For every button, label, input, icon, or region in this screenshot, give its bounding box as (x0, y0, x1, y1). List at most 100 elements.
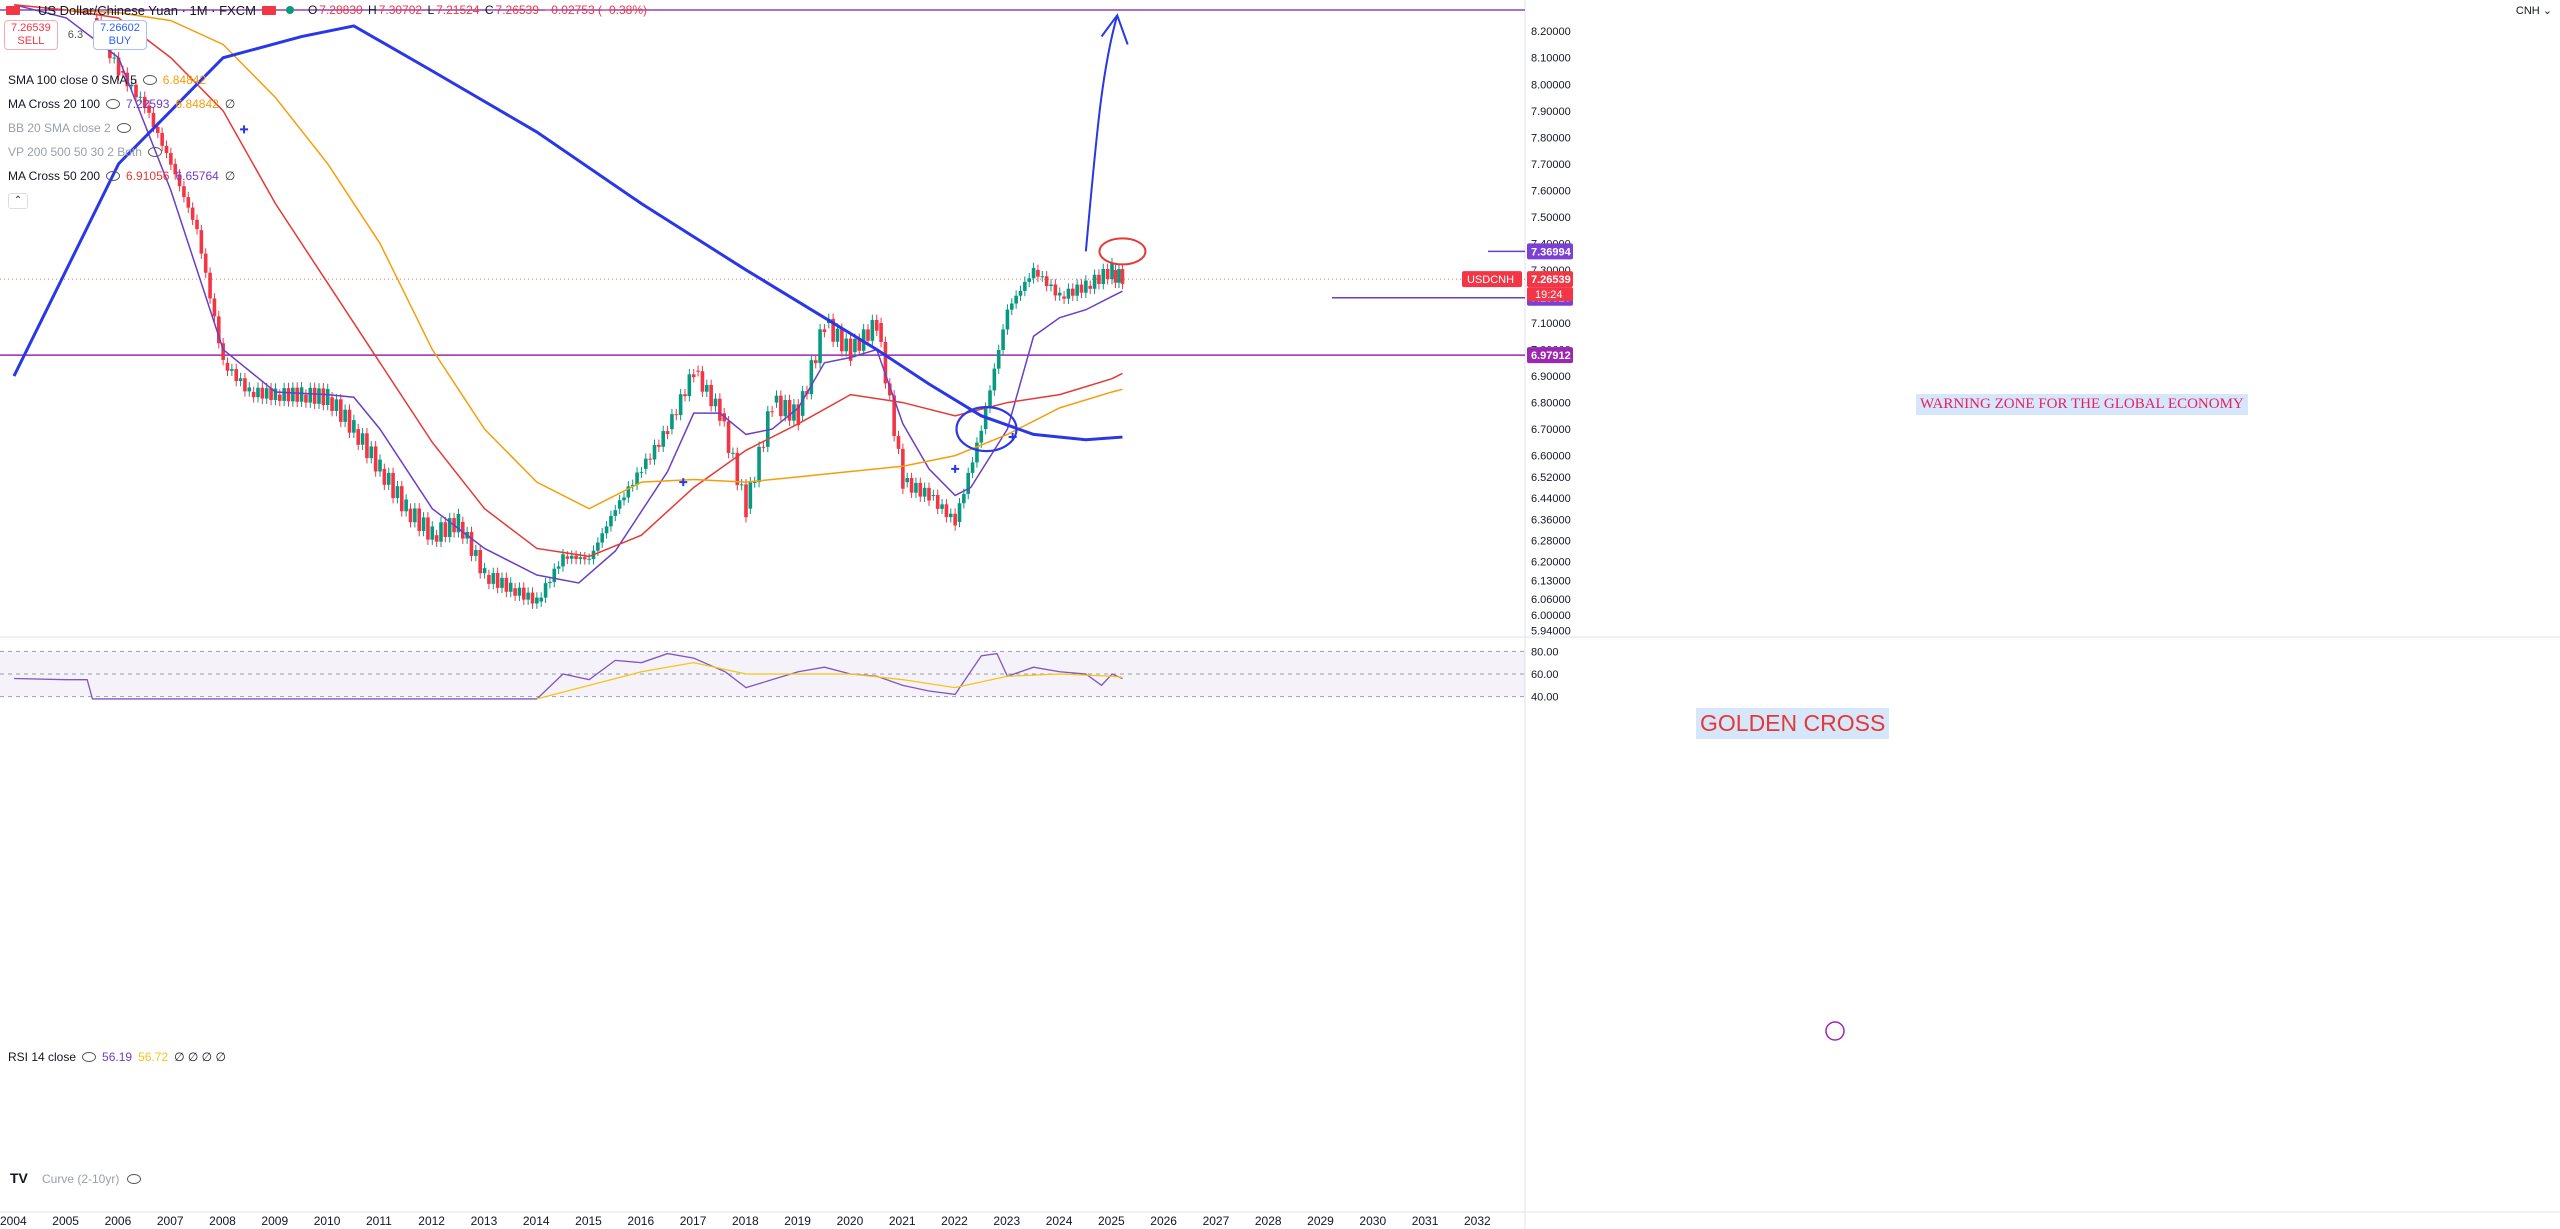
candle-body (709, 384, 713, 407)
time-tick-label: 2015 (575, 1214, 602, 1228)
candle-body (347, 409, 352, 433)
time-tick-label: 2016 (627, 1214, 654, 1228)
time-tick-label: 2012 (418, 1214, 445, 1228)
candle-body (195, 219, 199, 230)
ma-line-ma-20 (13, 3, 1123, 584)
candle-body (164, 145, 169, 153)
candle-body (787, 399, 792, 421)
time-tick-label: 2014 (523, 1214, 550, 1228)
candle-body (962, 493, 966, 504)
candle-body (731, 452, 735, 454)
price-tick-label: 6.28000 (1531, 536, 1571, 548)
candle-body (813, 360, 818, 364)
market-status-icon (285, 6, 294, 14)
candle-body (1117, 269, 1121, 283)
time-tick-label: 2013 (471, 1214, 498, 1228)
price-label-text: 7.26539 (1531, 274, 1571, 286)
warning-zone-annotation[interactable]: WARNING ZONE FOR THE GLOBAL ECONOMY (1916, 394, 2248, 415)
time-tick-label: 2004 (0, 1214, 27, 1228)
eye-icon[interactable] (116, 123, 131, 133)
candle-body (901, 448, 905, 489)
eye-icon[interactable] (82, 1052, 97, 1062)
price-label-text: 6.97912 (1531, 350, 1571, 362)
candle-body (683, 394, 687, 397)
candle-body (212, 298, 217, 317)
symbol-title[interactable]: US Dollar/Chinese Yuan · 1M · FXCM (38, 2, 256, 18)
replay-icon[interactable] (1825, 1021, 1845, 1041)
countdown-tag (1527, 287, 1573, 302)
collapse-legend-button[interactable]: ⌃ (8, 193, 28, 209)
legend-row[interactable]: MA Cross 20 100 7.22593 6.84842 ∅ (8, 97, 241, 111)
candle-body (421, 517, 426, 531)
candle-body (317, 388, 321, 404)
legend-row[interactable]: SMA 100 close 0 SMA 5 6.84842 (8, 73, 212, 87)
candle-body (430, 526, 435, 540)
eye-icon[interactable] (106, 171, 121, 181)
time-tick-label: 2029 (1307, 1214, 1334, 1228)
candle-body (325, 388, 330, 405)
currency-selector[interactable]: CNH ⌄ (2515, 5, 2552, 17)
candle-body (256, 387, 260, 398)
price-tick-label: 7.50000 (1531, 212, 1571, 224)
price-tick-label: 7.70000 (1531, 159, 1571, 171)
eye-icon[interactable] (127, 1174, 142, 1184)
sell-button[interactable]: 7.26539 SELL (4, 20, 58, 50)
price-tick-label: 7.80000 (1531, 132, 1571, 144)
candle-body (382, 468, 387, 485)
candle-body (439, 522, 443, 542)
candle-body (600, 533, 605, 543)
candle-body (953, 513, 957, 526)
candle-body (604, 526, 609, 534)
price-tick-label: 6.06000 (1531, 594, 1571, 606)
drawn-arrow-up (1084, 13, 1129, 252)
candle-body (561, 554, 565, 567)
candle-body (273, 388, 278, 400)
candle-body (391, 472, 395, 499)
legend-row[interactable]: BB 20 SMA close 2 (8, 121, 137, 135)
candle-body (770, 411, 774, 413)
eye-icon[interactable] (106, 99, 121, 109)
ticker-text: USDCNH (1467, 274, 1514, 286)
cn-flag-icon (261, 5, 276, 15)
eye-icon[interactable] (142, 75, 157, 85)
legend-row[interactable]: VP 200 500 50 30 2 Both (8, 145, 168, 159)
candle-body (129, 84, 134, 87)
candle-body (935, 494, 940, 509)
eye-icon[interactable] (147, 147, 162, 157)
time-tick-label: 2024 (1046, 1214, 1073, 1228)
buy-button[interactable]: 7.26602 BUY (93, 20, 147, 50)
candle-body (569, 555, 574, 559)
legend-name: MA Cross 50 200 (8, 169, 101, 183)
price-tick-label: 6.00000 (1531, 610, 1571, 622)
candle-body (665, 431, 670, 435)
candle-body (905, 478, 910, 483)
drawn-circle-blue (955, 406, 1018, 453)
legend-row[interactable]: MA Cross 50 200 6.91056 6.65764 ∅ (8, 169, 241, 183)
candle-body (643, 458, 648, 469)
candle-body (909, 478, 914, 493)
candle-body (1101, 268, 1106, 284)
candle-body (526, 592, 530, 600)
golden-cross-annotation[interactable]: GOLDEN CROSS (1696, 708, 1890, 739)
candle-body (434, 535, 439, 542)
candle-body (1027, 278, 1032, 282)
candle-body (312, 387, 317, 404)
candle-body (748, 482, 753, 509)
candle-body (857, 338, 862, 351)
candle-body (291, 387, 295, 402)
candle-body (996, 350, 1001, 369)
candle-body (818, 329, 822, 364)
candle-body (783, 399, 788, 417)
candle-body (596, 542, 600, 551)
candle-body (404, 499, 408, 512)
candle-body (186, 197, 191, 208)
time-tick-label: 2005 (52, 1214, 79, 1228)
candle-body (582, 557, 587, 560)
cross-marker (679, 478, 688, 487)
candle-body (234, 369, 239, 382)
candle-body (134, 84, 138, 98)
candle-body (992, 368, 997, 391)
candle-body (177, 174, 182, 187)
candle-body (460, 521, 465, 539)
